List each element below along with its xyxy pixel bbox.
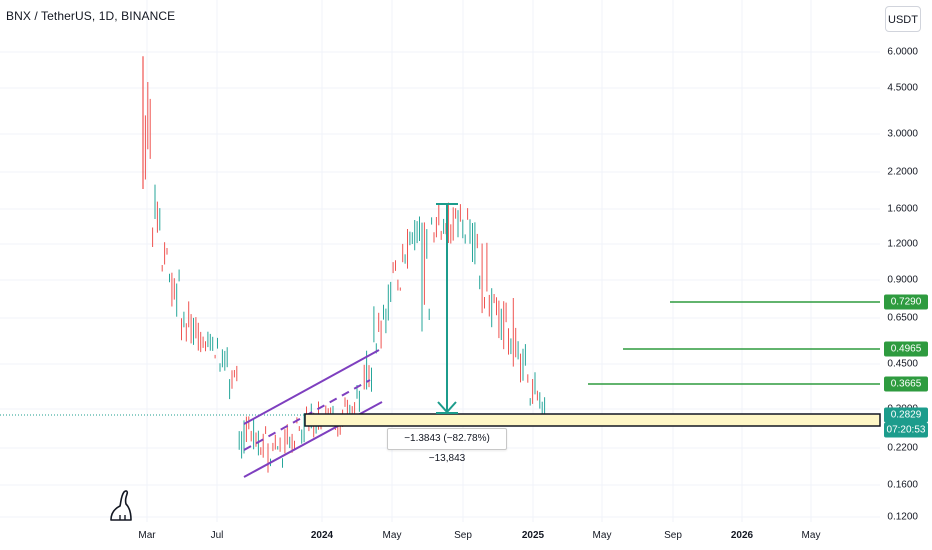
price-tick-label: 3.0000 (887, 128, 918, 140)
time-tick-label: 2026 (730, 530, 754, 541)
time-tick-label: Jul (210, 530, 224, 541)
currency-button[interactable]: USDT (885, 6, 921, 32)
price-tick-label: 0.6500 (887, 312, 918, 324)
time-tick-label: Sep (454, 530, 472, 541)
level-badge-0: 0.7290 (884, 294, 928, 310)
time-tick-label: Mar (138, 530, 156, 541)
countdown-badge: 07:20:53 (884, 422, 928, 438)
candle-series (142, 56, 546, 473)
level-badge-1: 0.4965 (884, 341, 928, 357)
chart-title: BNX / TetherUS, 1D, BINANCE (6, 9, 176, 23)
price-tick-label: 2.2000 (887, 166, 918, 178)
price-tick-label: 0.1200 (887, 511, 918, 523)
support-zone[interactable] (304, 413, 881, 427)
time-tick-label: May (801, 530, 821, 541)
price-tick-label: 6.0000 (887, 46, 918, 58)
price-tick-label: 0.2200 (887, 442, 918, 454)
level-badge-2: 0.3665 (884, 376, 928, 392)
time-tick-label: 2025 (521, 530, 545, 541)
grid (0, 0, 880, 522)
price-tick-label: 4.5000 (887, 82, 918, 94)
current-price-badge: 0.2829 (884, 407, 928, 423)
measure-arrow[interactable] (436, 203, 458, 414)
price-tick-label: 0.1600 (887, 479, 918, 491)
time-tick-label: 2024 (310, 530, 334, 541)
time-tick-label: May (382, 530, 402, 541)
measure-label: −1.3843 (−82.78%) −13,843 (387, 428, 507, 464)
time-tick-label: Sep (664, 530, 682, 541)
price-tick-label: 1.6000 (887, 203, 918, 215)
time-tick-label: May (592, 530, 612, 541)
price-tick-label: 0.4500 (887, 358, 918, 370)
price-tick-label: 1.2000 (887, 238, 918, 250)
price-tick-label: 0.9000 (887, 274, 918, 286)
tradingview-logo-icon[interactable] (108, 488, 134, 522)
